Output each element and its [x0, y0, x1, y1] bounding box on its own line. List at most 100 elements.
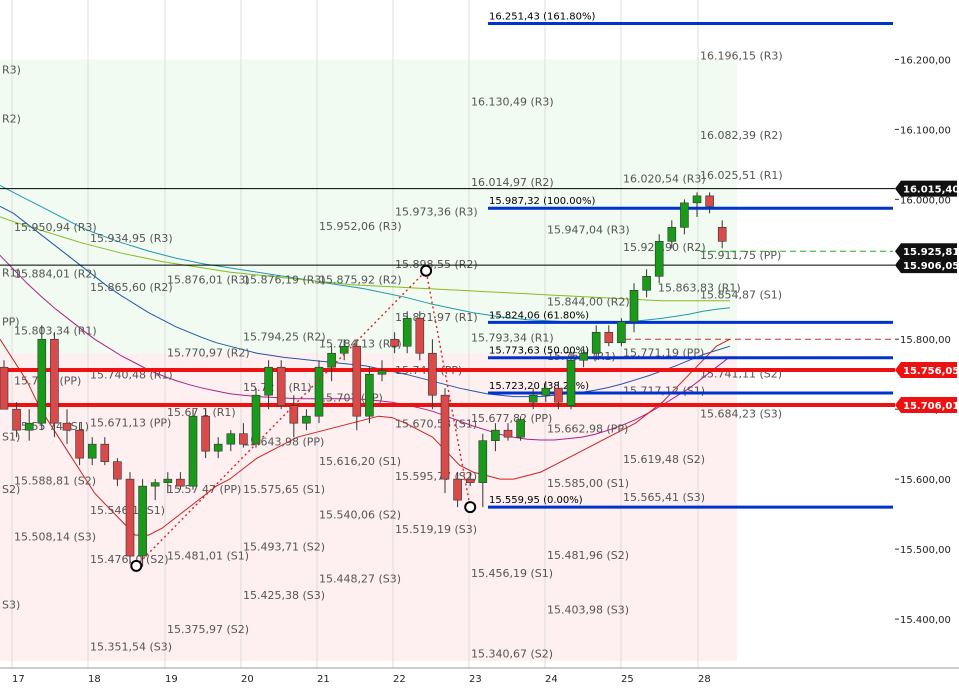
fib-level-label: 15.987,32 (100.00%) [489, 196, 595, 207]
price-tag-label: 15.925,81 [903, 247, 959, 258]
zone-up [165, 59, 241, 354]
candle-up [24, 422, 34, 431]
candle-up [264, 366, 273, 396]
zone-up [88, 59, 165, 354]
pivot-label: 15.519,19 (S3) [395, 523, 477, 536]
candle-down [100, 443, 110, 462]
candle-down [176, 478, 185, 487]
candle-up [566, 359, 576, 406]
candle-up [188, 415, 198, 487]
pivot-label: 15.876,01 (R3) [167, 273, 250, 286]
grid [11, 0, 699, 668]
pivot-label: 15.448,27 (S3) [319, 573, 401, 586]
zigzag-pivot-point [464, 501, 477, 514]
price-tag-label: 15.906,05 [903, 261, 959, 272]
candle-down [554, 387, 563, 403]
price-tags: 16.015,40 15.925,81 15.906,05 15.756,05 15.7… [895, 180, 959, 413]
y-tick-label: 15.800,00 [900, 335, 951, 346]
pivot-label: 15.403,98 (S3) [547, 603, 629, 616]
candle-up [642, 275, 651, 291]
pivot-label: 15.947,04 (R3) [547, 224, 630, 237]
zone-up [241, 59, 317, 354]
y-tick-label: 15.600,00 [900, 475, 951, 486]
pivot-label: 15.662,98 (PP) [547, 422, 628, 435]
candle-down [113, 461, 122, 480]
price-tag-label: 15.706,01 [903, 401, 959, 412]
candle-down [390, 338, 399, 347]
x-tick-label: 17 [12, 674, 25, 685]
pivot-label: 15.803,34 (R1) [14, 324, 97, 337]
x-axis: 17 18 19 20 21 22 23 24 25 28 [0, 667, 959, 693]
candle-down [75, 429, 84, 459]
candle-up [402, 317, 412, 347]
candle-up [377, 370, 387, 375]
candle-up [213, 443, 223, 452]
pivot-label: 16.196,15 (R3) [700, 49, 783, 62]
fib-level-label: 15.824,06 (61.80%) [489, 310, 589, 321]
x-tick-label: 22 [393, 674, 406, 685]
x-tick-label: 19 [165, 674, 178, 685]
candle-up [579, 352, 588, 361]
y-tick-label: 15.400,00 [900, 615, 951, 626]
pivot-label: 15.456,19 (S1) [471, 567, 553, 580]
pivot-label: 15.684,23 (S3) [700, 408, 782, 421]
candle-down [62, 422, 72, 431]
pivot-label: 15.340,67 (S2) [471, 648, 553, 661]
price-tag [895, 396, 957, 413]
pivot-label: 15.481,96 (S2) [547, 549, 629, 562]
candle-down [440, 394, 450, 480]
pivot-label: 16.082,39 (R2) [700, 129, 783, 142]
candle-up [163, 478, 173, 483]
zone-up [698, 59, 737, 354]
price-tag [895, 257, 957, 274]
fib-level-label: 15.559,95 (0.00%) [489, 495, 583, 506]
pivot-label: 15.351,54 (S3) [90, 641, 172, 654]
candle-down [289, 405, 299, 424]
pivot-label: 15.793,34 (R1) [471, 331, 554, 344]
candle-up [365, 373, 374, 417]
zone-up [317, 59, 393, 354]
pivot-label: R1) [2, 266, 21, 279]
pivot-label: R3) [2, 63, 21, 76]
x-tick-label: 20 [241, 674, 254, 685]
candle-up [226, 433, 236, 445]
price-tag [895, 361, 957, 378]
pivot-label: 15.922,90 (R2) [623, 241, 706, 254]
candle-up [478, 440, 488, 483]
pivot-label: 16.130,49 (R3) [471, 96, 554, 109]
pivot-label: 15.876,19 (R3) [243, 273, 326, 286]
pivot-label: 15.540,06 (S2) [319, 508, 401, 521]
price-tag-label: 16.015,40 [903, 185, 959, 196]
pivot-label: 15.619,48 (S2) [623, 453, 705, 466]
candle-up [516, 419, 525, 438]
pivot-label: 15.952,06 (R3) [319, 220, 402, 233]
candle-up [150, 482, 160, 487]
pivot-label: 16.014,97 (R2) [471, 176, 554, 189]
candle-up [314, 366, 324, 417]
candle-up [667, 227, 677, 242]
candle-down [428, 352, 437, 396]
pivot-label: 15.884,01 (R2) [14, 268, 97, 281]
candle-up [680, 202, 689, 228]
pivot-label: 15.493,71 (S2) [243, 540, 325, 553]
candle-down [717, 227, 727, 242]
zone-up [12, 59, 88, 354]
y-tick-label: 16.100,00 [900, 125, 951, 136]
zone-down [12, 353, 88, 662]
candle-up [617, 321, 626, 344]
pivot-label: 15.854,87 (S1) [700, 289, 782, 302]
pivot-label: S2) [2, 483, 20, 496]
moving-averages [0, 184, 731, 536]
pivot-label: 15.508,14 (S3) [14, 531, 96, 544]
candle-down [604, 331, 614, 344]
pivot-label: 15.67 1 (R1) [167, 406, 236, 419]
pivot-label: PP) [2, 315, 20, 328]
pivot-label: 15.898,55 (R2) [395, 258, 478, 271]
x-tick-label: 23 [469, 674, 482, 685]
price-tag [895, 180, 957, 197]
pivot-label: 15.844,00 (R2) [547, 296, 630, 309]
candle-up [528, 394, 538, 403]
candle-up [692, 195, 702, 204]
fib-level-label: 16.251,43 (161.80%) [489, 11, 595, 22]
